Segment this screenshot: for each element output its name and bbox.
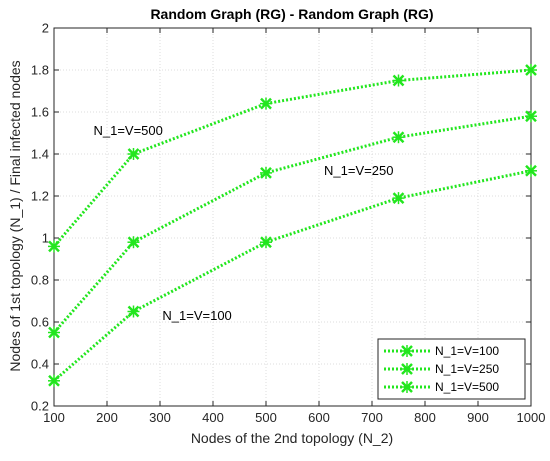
x-tick-label: 400 <box>202 410 224 425</box>
data-point <box>392 74 405 87</box>
data-point <box>48 374 60 387</box>
y-tick-label: 1.6 <box>31 105 49 120</box>
data-point <box>127 236 140 249</box>
x-tick-label: 700 <box>361 410 383 425</box>
data-point <box>48 240 60 253</box>
data-point <box>525 110 537 123</box>
y-tick-label: 0.8 <box>31 273 49 288</box>
legend-label: N_1=V=250 <box>435 362 499 376</box>
y-tick-label: 1.2 <box>31 189 49 204</box>
y-tick-label: 1.8 <box>31 63 49 78</box>
legend-marker <box>401 363 413 375</box>
series-annotation: N_1=V=500 <box>93 123 162 138</box>
series-2 <box>48 110 537 339</box>
x-tick-label: 600 <box>308 410 330 425</box>
x-tick-label: 900 <box>467 410 489 425</box>
y-tick-label: 0.4 <box>31 357 49 372</box>
axes-box <box>53 27 532 407</box>
chart-title: Random Graph (RG) - Random Graph (RG) <box>150 6 433 22</box>
series-3 <box>48 64 537 253</box>
data-point <box>127 148 140 160</box>
y-tick-label: 0.2 <box>31 399 49 414</box>
data-point <box>392 131 405 144</box>
y-tick-label: 1 <box>42 231 49 246</box>
legend-item: N_1=V=500 <box>384 380 499 394</box>
y-tick-label: 2 <box>42 21 49 36</box>
data-point <box>260 166 272 179</box>
y-tick-label: 1.4 <box>31 147 49 162</box>
series-annotation: N_1=V=100 <box>162 308 231 323</box>
x-axis-title: Nodes of the 2nd topology (N_2) <box>191 430 393 446</box>
x-tick-label: 800 <box>414 410 436 425</box>
y-axis-title: Nodes of 1st topology (N_1) / Final infe… <box>7 60 23 371</box>
series-line <box>52 68 532 248</box>
legend-label: N_1=V=100 <box>435 344 499 358</box>
data-point <box>48 326 60 339</box>
x-tick-label: 500 <box>255 410 277 425</box>
data-point <box>260 236 272 249</box>
legend-marker <box>401 345 413 357</box>
data-point <box>260 97 272 110</box>
legend: N_1=V=100 N_1=V=250 N_1=V=500 <box>377 338 526 400</box>
legend-label: N_1=V=500 <box>435 380 499 394</box>
y-tick-label: 0.6 <box>31 315 49 330</box>
series-1 <box>48 164 537 387</box>
x-tick-label: 300 <box>149 410 171 425</box>
data-point <box>392 192 405 205</box>
legend-item: N_1=V=100 <box>384 344 499 358</box>
legend-marker <box>401 381 413 393</box>
series-annotation: N_1=V=250 <box>324 163 393 178</box>
data-point <box>127 305 140 318</box>
data-point <box>525 164 537 177</box>
data-point <box>525 64 537 76</box>
x-tick-label: 200 <box>96 410 118 425</box>
x-tick-label: 1000 <box>517 410 546 425</box>
x-tick-label: 100 <box>43 410 65 425</box>
legend-item: N_1=V=250 <box>384 362 499 376</box>
